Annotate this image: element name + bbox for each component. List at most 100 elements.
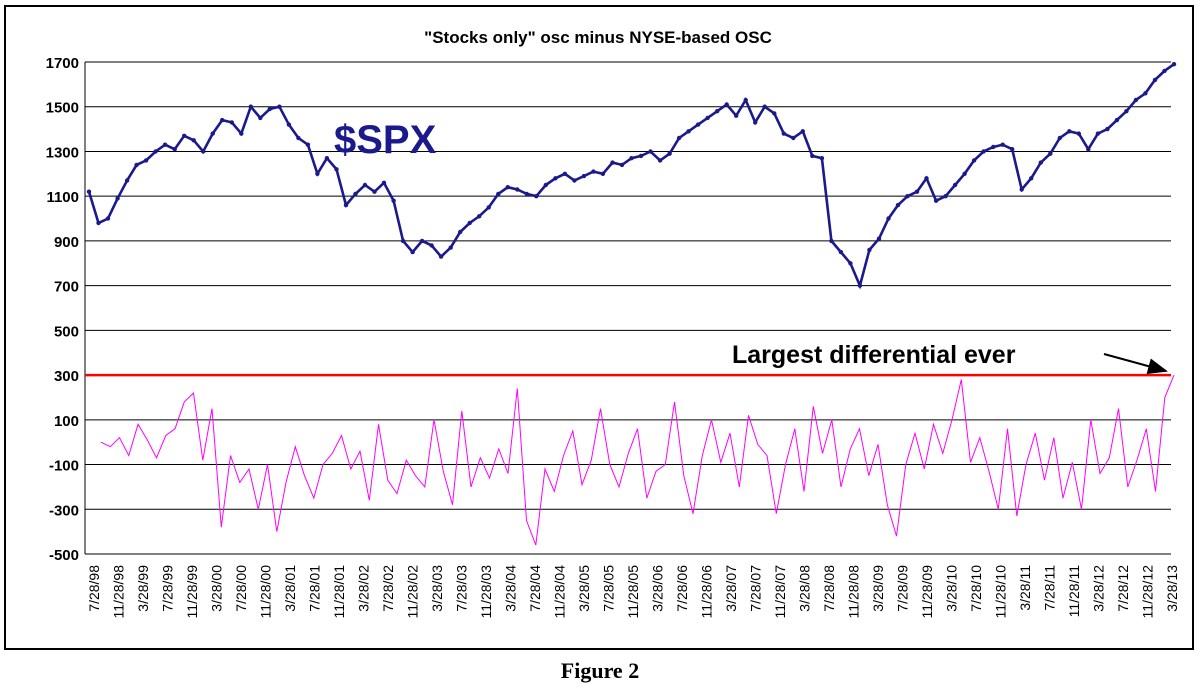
largest-differential-annotation: Largest differential ever: [732, 341, 1016, 369]
spx-point: [705, 115, 710, 121]
spx-point: [1086, 147, 1091, 152]
y-axis-tick-labels: -500 -300 -100 100 300 500 700 900 1100 1300 1500 1…: [46, 55, 79, 564]
y-tick-label: -300: [49, 502, 79, 519]
x-tick-label: 3/28/03: [429, 565, 445, 612]
spx-point: [762, 104, 767, 109]
y-tick-label: 1100: [46, 189, 79, 206]
x-tick-label: 7/28/10: [968, 565, 984, 612]
spx-point: [581, 173, 587, 179]
spx-point: [924, 176, 929, 181]
spx-point: [734, 113, 739, 118]
spx-point: [1114, 117, 1120, 123]
x-tick-label: 3/28/07: [723, 565, 739, 612]
x-tick-label: 11/28/98: [111, 565, 127, 619]
spx-point: [1162, 68, 1167, 74]
spx-point: [429, 243, 434, 248]
spx-point: [315, 171, 320, 176]
x-tick-label: 11/28/03: [478, 565, 494, 619]
x-tick-label: 11/28/05: [625, 565, 641, 619]
x-tick-label: 3/28/05: [576, 565, 592, 612]
spx-point: [362, 182, 368, 188]
y-tick-label: 1300: [46, 144, 79, 161]
spx-point: [991, 144, 996, 150]
spx-point: [971, 158, 977, 163]
spx-point: [838, 249, 844, 255]
spx-point: [153, 149, 158, 154]
oscillator-difference-line: [100, 374, 1175, 546]
spx-point: [1133, 97, 1139, 103]
spx-point: [115, 196, 120, 201]
spx-point: [819, 156, 825, 161]
spx-point: [448, 245, 453, 250]
x-tick-label: 11/28/01: [331, 565, 347, 619]
x-tick-label: 7/28/05: [601, 565, 617, 612]
chart-title: "Stocks only" osc minus NYSE-based OSC: [424, 28, 772, 47]
spx-point: [105, 216, 111, 221]
spx-point: [695, 122, 701, 127]
x-tick-label: 7/28/06: [674, 565, 690, 612]
spx-point: [638, 153, 644, 159]
spx-point: [343, 202, 349, 208]
x-tick-label: 3/28/99: [135, 565, 151, 612]
spx-point: [162, 142, 168, 147]
spx-point: [324, 156, 330, 161]
y-tick-label: -100: [49, 458, 79, 475]
spx-point: [229, 120, 234, 125]
spx-point: [781, 131, 786, 136]
spx-point: [753, 120, 758, 125]
spx-point: [715, 109, 720, 114]
x-axis-tick-labels: 7/28/98 11/28/98 3/28/99 7/28/99 11/28/99 3/2…: [86, 565, 1180, 619]
x-tick-label: 7/28/03: [454, 565, 470, 612]
spx-point: [220, 117, 225, 123]
spx-point: [1095, 131, 1101, 136]
x-tick-label: 3/28/04: [503, 565, 519, 612]
x-tick-label: 11/28/08: [846, 565, 862, 619]
spx-point: [657, 158, 663, 163]
spx-point: [419, 238, 425, 244]
spx-point: [258, 115, 263, 121]
x-tick-label: 11/28/99: [184, 565, 200, 619]
spx-point: [1048, 151, 1053, 156]
spx-point: [172, 147, 177, 152]
x-tick-label: 11/28/02: [405, 565, 421, 619]
y-tick-label: 1500: [46, 100, 79, 117]
spx-point: [772, 111, 777, 116]
gridlines: [84, 61, 1171, 555]
spx-point: [905, 194, 910, 199]
spx-point: [1029, 176, 1034, 181]
x-tick-label: 7/28/09: [895, 565, 911, 612]
spx-point: [810, 153, 815, 159]
spx-point: [96, 220, 101, 226]
x-tick-label: 3/28/06: [650, 565, 666, 612]
y-tick-label: 900: [54, 234, 79, 251]
spx-point: [562, 171, 568, 176]
spx-point: [791, 135, 796, 141]
y-tick-label: -500: [49, 547, 79, 564]
x-tick-label: 11/28/00: [258, 565, 274, 619]
spx-point: [981, 149, 986, 154]
x-tick-label: 3/28/13: [1164, 565, 1180, 612]
x-tick-label: 7/28/01: [307, 565, 323, 612]
spx-point: [296, 135, 301, 141]
x-tick-label: 3/28/00: [209, 565, 225, 612]
spx-point: [629, 156, 634, 161]
spx-point: [648, 149, 653, 154]
spx-point: [515, 187, 520, 192]
y-tick-label: 700: [54, 279, 79, 296]
y-tick-label: 1700: [46, 55, 79, 72]
spx-point: [848, 261, 853, 266]
spx-point: [686, 129, 691, 134]
spx-point: [895, 202, 901, 208]
spx-point: [486, 205, 491, 210]
spx-point: [1019, 187, 1024, 192]
spx-point: [1010, 147, 1015, 152]
spx-point: [496, 191, 501, 197]
spx-point: [1105, 126, 1110, 132]
spx-point: [210, 131, 215, 136]
spx-point: [724, 102, 729, 107]
spx-point: [962, 171, 967, 176]
spx-point: [334, 167, 339, 172]
spx-point: [572, 178, 577, 183]
x-tick-label: 11/28/11: [1066, 565, 1082, 618]
spx-point: [438, 254, 444, 259]
